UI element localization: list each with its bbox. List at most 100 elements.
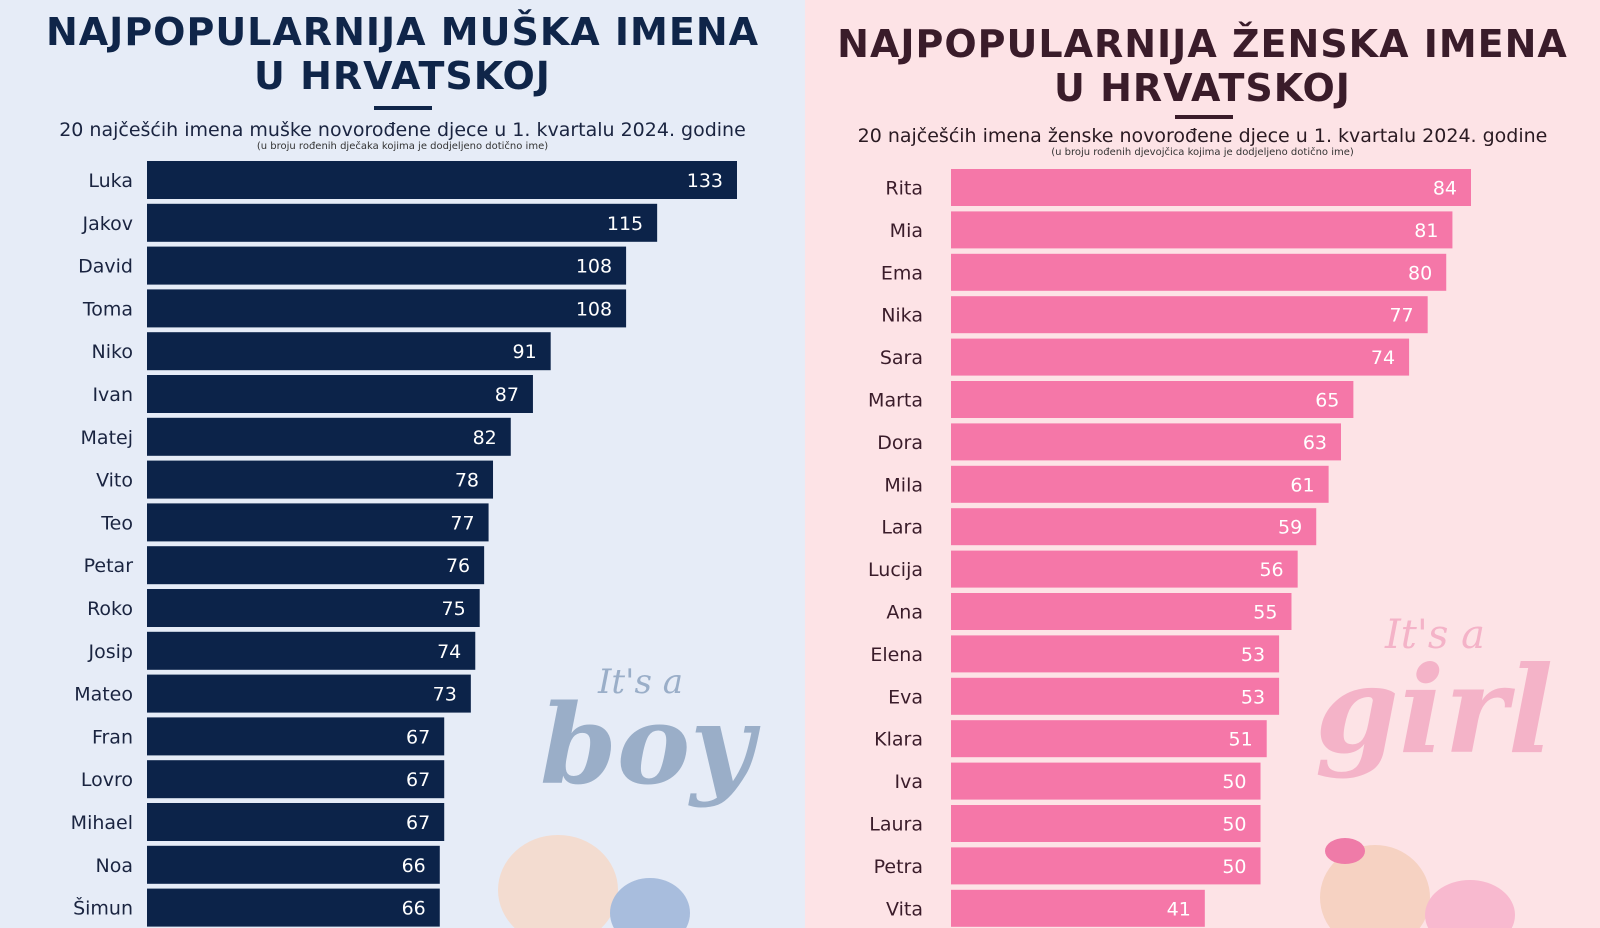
girls-note: (u broju rođenih djevojčica kojima je do… [1051,147,1354,158]
boys-category-label: Vito [96,470,133,492]
boys-bar [147,803,445,841]
girls-bar [951,762,1261,800]
boys-bar [147,203,658,242]
girls-bar [951,381,1354,418]
boys-value-label: 77 [450,512,474,534]
boys-category-label: Toma [82,298,133,320]
boys-subtitle: 20 najčešćih imena muške novorođene djec… [59,119,746,141]
girls-panel: NAJPOPULARNIJA ŽENSKA IMENA U HRVATSKOJ … [805,0,1600,928]
girls-bar [951,550,1298,588]
boys-bar [147,888,440,927]
boys-bar [147,161,737,199]
girls-title-divider [1175,115,1233,119]
boys-value-label: 66 [402,898,426,920]
boys-bar [147,717,445,756]
boys-bar [147,546,485,585]
boys-value-label: 82 [473,427,497,449]
girls-bar [951,720,1267,758]
baby-girl-bow [1325,838,1365,864]
girls-value-label: 74 [1371,347,1395,369]
girls-value-label: 50 [1222,814,1246,836]
boys-category-label: Mateo [74,684,133,706]
girls-category-label: Ana [886,602,923,624]
boys-bar [147,631,476,670]
boys-bar [147,332,551,371]
boys-bar [147,674,471,713]
boys-note: (u broju rođenih dječaka kojima je dodje… [256,141,549,152]
girls-value-label: 50 [1222,771,1246,793]
girls-bar [951,677,1280,715]
boys-value-label: 133 [687,170,723,192]
girls-category-label: Rita [885,178,923,200]
girls-value-label: 80 [1408,262,1432,284]
girls-category-label: Sara [880,347,923,369]
boys-value-label: 87 [495,384,519,406]
boys-bar [147,845,440,884]
boys-value-label: 73 [433,684,457,706]
girls-category-label: Vita [886,898,923,920]
girls-bar [951,508,1317,546]
girls-value-label: 53 [1241,644,1265,666]
boys-category-label: Noa [96,855,133,877]
boys-category-label: Roko [87,598,133,620]
boys-category-label: Mihael [71,812,133,834]
boys-bar [147,589,480,627]
boys-category-label: Josip [88,641,133,663]
girls-bar [951,889,1205,927]
girls-bar [951,296,1428,334]
boys-category-label: Teo [100,512,133,534]
girls-title: NAJPOPULARNIJA ŽENSKA IMENA U HRVATSKOJ [805,22,1600,110]
boys-value-label: 108 [576,298,612,320]
boys-value-label: 67 [406,769,430,791]
girls-category-label: Petra [874,856,923,878]
boys-title-divider [374,106,432,110]
girls-category-label: Laura [869,814,923,836]
girls-category-label: Ema [881,262,923,284]
boys-bar-chart: Luka 133 Jakov 115 David 108 Toma 108 Niko 91 Ivan… [71,161,737,927]
girls-title-line1: NAJPOPULARNIJA ŽENSKA IMENA [837,22,1568,66]
boys-value-label: 67 [406,812,430,834]
girls-bar [951,593,1292,630]
boys-bar [147,503,489,542]
girls-value-label: 81 [1414,220,1438,242]
girls-bar [951,423,1341,461]
boys-value-label: 108 [576,256,612,278]
girls-value-label: 59 [1278,517,1302,539]
girls-category-label: Mila [884,474,923,496]
girls-bar [951,253,1447,291]
boys-bar [147,246,627,285]
girls-value-label: 63 [1303,432,1327,454]
girls-bar [951,635,1280,673]
boys-panel: NAJPOPULARNIJA MUŠKA IMENA U HRVATSKOJ 2… [0,0,805,928]
girls-value-label: 51 [1229,729,1253,751]
boys-value-label: 78 [455,470,479,492]
boys-bar [147,760,445,799]
girls-category-label: Lara [881,517,923,539]
boys-value-label: 67 [406,726,430,748]
girls-category-label: Dora [877,432,923,454]
girls-value-label: 55 [1253,602,1277,624]
girls-category-label: Lucija [868,559,923,581]
girls-value-label: 84 [1433,178,1457,200]
boys-category-label: Ivan [92,384,133,406]
girls-category-label: Elena [870,644,923,666]
boys-category-label: Luka [88,170,133,192]
girls-bar [951,169,1471,206]
baby-girl-blanket [1425,880,1515,928]
boys-value-label: 115 [607,213,643,235]
girls-category-label: Nika [881,305,923,327]
girls-category-label: Klara [874,729,923,751]
boys-category-label: Jakov [82,213,133,235]
girls-bar [951,338,1410,376]
girls-value-label: 61 [1290,474,1314,496]
boys-bar [147,289,627,328]
girls-bar [951,805,1261,842]
boys-bar [147,375,533,413]
boys-category-label: Šimun [73,896,133,920]
girls-value-label: 41 [1167,898,1191,920]
girls-bar [951,847,1261,885]
boys-category-label: David [78,256,133,278]
boys-category-label: Niko [92,341,133,363]
girls-value-label: 53 [1241,686,1265,708]
